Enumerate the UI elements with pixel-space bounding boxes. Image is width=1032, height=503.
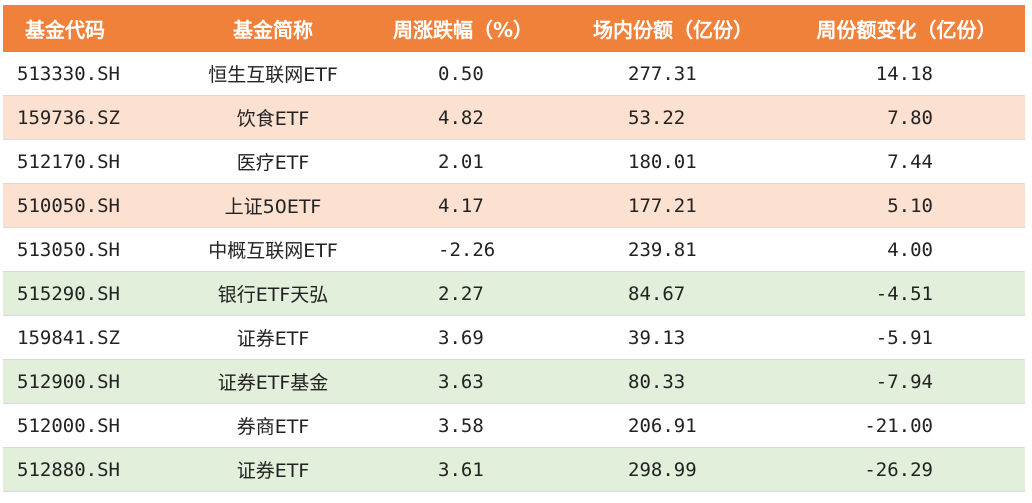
cell-share-change: -4.51	[875, 282, 933, 305]
table-row: 513050.SH 中概互联网ETF -2.26 239.81 4.00	[3, 228, 1025, 272]
cell-shares: 239.81	[628, 238, 697, 261]
cell-shares: 277.31	[628, 62, 697, 85]
cell-code: 512170.SH	[17, 150, 120, 173]
cell-name: 中概互联网ETF	[208, 240, 338, 262]
cell-name: 饮食ETF	[236, 108, 310, 130]
table-row: 159841.SZ 证券ETF 3.69 39.13 -5.91	[3, 316, 1025, 360]
cell-name: 恒生互联网ETF	[208, 64, 338, 86]
header-share-change: 周份额变化（亿份）	[816, 18, 997, 42]
cell-share-change: 14.18	[875, 62, 933, 85]
cell-weekly-change: 3.58	[438, 414, 484, 437]
cell-name: 医疗ETF	[236, 152, 310, 174]
cell-name: 券商ETF	[236, 416, 310, 438]
cell-share-change: 7.80	[887, 106, 933, 129]
cell-share-change: 4.00	[887, 238, 933, 261]
cell-shares: 53.22	[628, 106, 686, 129]
cell-share-change: 5.10	[887, 194, 933, 217]
cell-shares: 180.01	[628, 150, 697, 173]
cell-code: 512880.SH	[17, 458, 120, 481]
table-row: 510050.SH 上证50ETF 4.17 177.21 5.10	[3, 184, 1025, 228]
table-row: 512170.SH 医疗ETF 2.01 180.01 7.44	[3, 140, 1025, 184]
table-row: 513330.SH 恒生互联网ETF 0.50 277.31 14.18	[3, 52, 1025, 96]
cell-code: 515290.SH	[17, 282, 120, 305]
table-body: 513330.SH 恒生互联网ETF 0.50 277.31 14.18 159736.S…	[3, 52, 1025, 492]
header-shares: 场内份额（亿份）	[593, 18, 753, 42]
header-name: 基金简称	[233, 18, 313, 42]
cell-share-change: -26.29	[864, 458, 933, 481]
table-row: 512000.SH 券商ETF 3.58 206.91 -21.00	[3, 404, 1025, 448]
cell-code: 512000.SH	[17, 414, 120, 437]
cell-share-change: -5.91	[875, 326, 933, 349]
table-header: 基金代码 基金简称 周涨跌幅（%） 场内份额（亿份） 周份额变化（亿份）	[3, 5, 1025, 52]
cell-name: 证券ETF	[236, 460, 310, 482]
cell-code: 513330.SH	[17, 62, 120, 85]
cell-weekly-change: 4.17	[438, 194, 484, 217]
cell-shares: 80.33	[628, 370, 686, 393]
cell-weekly-change: 3.63	[438, 370, 484, 393]
cell-name: 上证50ETF	[224, 196, 322, 218]
fund-table: 基金代码 基金简称 周涨跌幅（%） 场内份额（亿份） 周份额变化（亿份） 513…	[3, 5, 1025, 492]
table-row: 512880.SH 证券ETF 3.61 298.99 -26.29	[3, 448, 1025, 492]
cell-weekly-change: -2.26	[438, 238, 496, 261]
cell-code: 159736.SZ	[17, 106, 120, 129]
cell-share-change: 7.44	[887, 150, 933, 173]
cell-weekly-change: 2.27	[438, 282, 484, 305]
cell-shares: 298.99	[628, 458, 697, 481]
cell-weekly-change: 3.61	[438, 458, 484, 481]
cell-weekly-change: 4.82	[438, 106, 484, 129]
cell-code: 513050.SH	[17, 238, 120, 261]
cell-weekly-change: 2.01	[438, 150, 484, 173]
cell-code: 510050.SH	[17, 194, 120, 217]
cell-code: 512900.SH	[17, 370, 120, 393]
cell-shares: 177.21	[628, 194, 697, 217]
cell-code: 159841.SZ	[17, 326, 120, 349]
header-weekly-change: 周涨跌幅（%）	[392, 18, 534, 42]
table-row: 512900.SH 证券ETF基金 3.63 80.33 -7.94	[3, 360, 1025, 404]
cell-weekly-change: 3.69	[438, 326, 484, 349]
cell-weekly-change: 0.50	[438, 62, 484, 85]
table-row: 515290.SH 银行ETF天弘 2.27 84.67 -4.51	[3, 272, 1025, 316]
cell-shares: 206.91	[628, 414, 697, 437]
cell-name: 证券ETF基金	[217, 372, 329, 394]
table-row: 159736.SZ 饮食ETF 4.82 53.22 7.80	[3, 96, 1025, 140]
cell-shares: 39.13	[628, 326, 686, 349]
cell-share-change: -21.00	[864, 414, 933, 437]
cell-name: 证券ETF	[236, 328, 310, 350]
cell-name: 银行ETF天弘	[217, 284, 329, 306]
header-code: 基金代码	[25, 18, 105, 42]
cell-share-change: -7.94	[875, 370, 933, 393]
cell-shares: 84.67	[628, 282, 686, 305]
